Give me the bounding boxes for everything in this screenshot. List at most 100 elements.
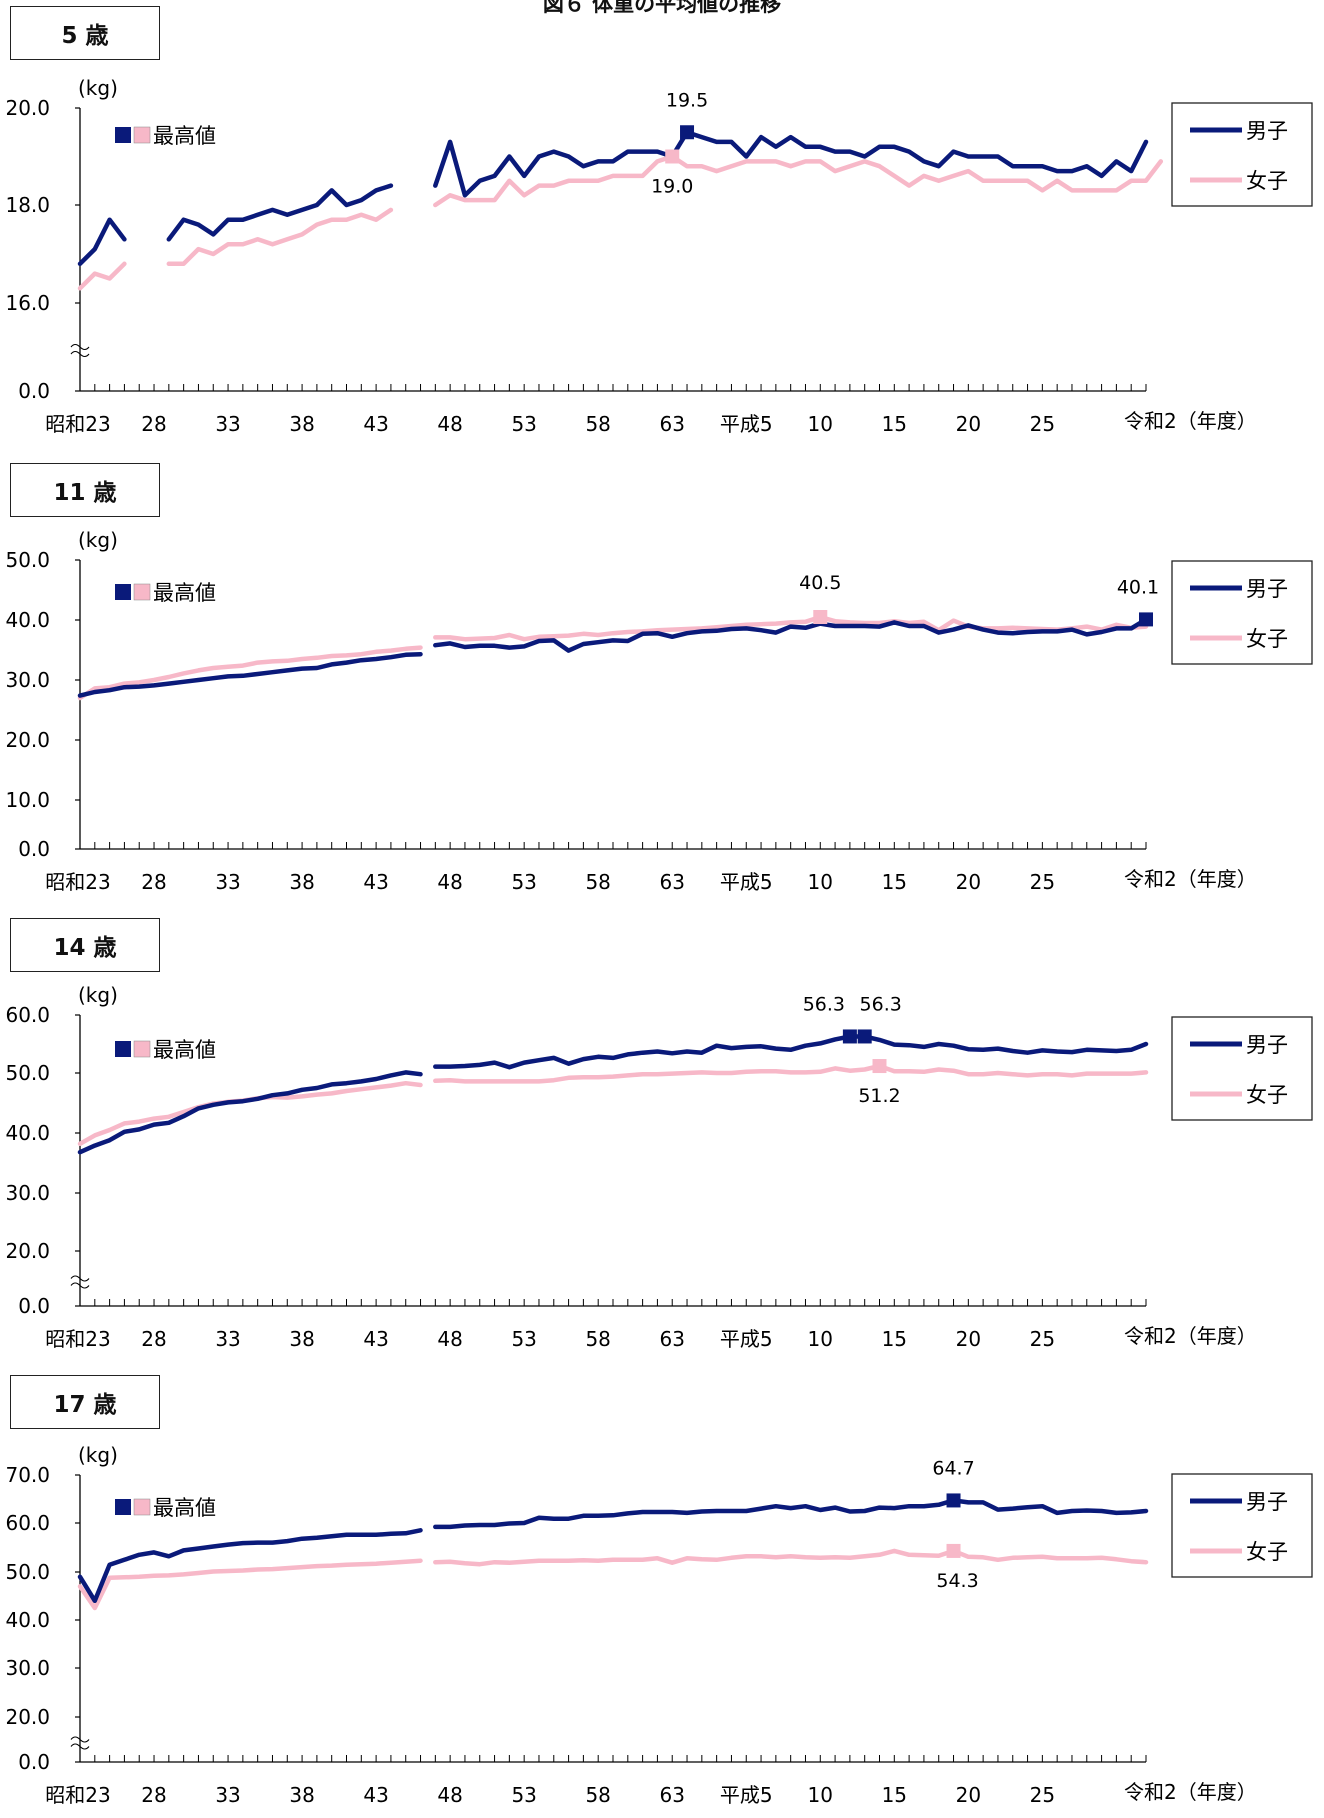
max-marker-boys: [680, 125, 695, 140]
y-tick-label: 50.0: [5, 1061, 50, 1085]
legend-box: [1171, 560, 1313, 665]
x-tick-label: 15: [882, 1327, 907, 1351]
x-tick-label: 令和2（年度）: [1124, 867, 1257, 891]
chart-panel: 60.0 50.0 40.0 30.0 20.0 0.0 (kg) 昭和23 28 33 38 43 4…: [5, 983, 1313, 1351]
x-tick-label: 20: [956, 1783, 981, 1807]
max-value-label: 51.2: [858, 1085, 900, 1107]
legend-label-girls: 女子: [1246, 627, 1288, 651]
series-line-boys: [77, 217, 127, 267]
y-tick-label: 60.0: [5, 1511, 50, 1535]
legend-label-girls: 女子: [1246, 1540, 1288, 1564]
max-value-label: 56.3: [860, 993, 902, 1015]
y-tick-label: 40.0: [5, 608, 50, 632]
y-tick-label: 20.0: [5, 728, 50, 752]
x-tick-label: 33: [215, 1327, 240, 1351]
x-tick-label: 昭和23: [45, 1783, 110, 1807]
x-tick-label: 53: [511, 412, 536, 436]
x-tick-label: 20: [956, 870, 981, 894]
y-tick-label: 20.0: [5, 1239, 50, 1263]
y-tick-label: 50.0: [5, 1560, 50, 1584]
x-tick-label: 38: [289, 870, 314, 894]
x-tick-label: 43: [363, 1327, 388, 1351]
series-line-boys: [77, 1528, 423, 1604]
x-tick-label: 令和2（年度）: [1124, 1780, 1257, 1804]
x-tick-label: 令和2（年度）: [1124, 1324, 1257, 1348]
x-tick-label: 33: [215, 412, 240, 436]
x-tick-label: 63: [659, 1327, 684, 1351]
legend-max-marker-boys: [115, 584, 131, 600]
figure-title: 図６ 体重の平均値の推移: [542, 0, 782, 16]
y-tick-label: 20.0: [5, 1705, 50, 1729]
x-tick-label: 20: [956, 1327, 981, 1351]
x-tick-label: 10: [808, 870, 833, 894]
legend-max-label: 最高値: [153, 124, 216, 148]
series-line-girls: [433, 154, 1164, 208]
x-tick-label: 38: [289, 1327, 314, 1351]
x-tick-label: 25: [1030, 870, 1055, 894]
legend-max-marker-boys: [115, 127, 131, 143]
series-line-boys: [77, 1070, 423, 1155]
x-tick-label: 28: [141, 1327, 166, 1351]
x-tick-label: 38: [289, 1783, 314, 1807]
x-tick-label: 10: [808, 1327, 833, 1351]
axis-break-mark: [70, 1736, 90, 1750]
max-value-label: 19.5: [666, 89, 708, 111]
legend-box: [1171, 1473, 1313, 1578]
series-line-boys: [166, 183, 394, 242]
series-line-boys: [433, 1498, 1149, 1530]
series-line-girls: [77, 261, 127, 291]
y-tick-label: 10.0: [5, 788, 50, 812]
x-tick-label: 58: [585, 1783, 610, 1807]
series-line-girls: [77, 1080, 423, 1147]
x-tick-label: 28: [141, 870, 166, 894]
series-line-boys: [433, 617, 1149, 653]
legend-label-girls: 女子: [1246, 169, 1288, 193]
x-tick-label: 63: [659, 870, 684, 894]
series-line-girls: [433, 614, 1149, 642]
x-tick-label: 平成5: [720, 1327, 773, 1351]
chart-panel: 70.0 60.0 50.0 40.0 30.0 20.0 0.0 (kg) 昭和23 28 33 3…: [5, 1443, 1313, 1807]
x-tick-label: 昭和23: [45, 870, 110, 894]
x-tick-label: 15: [882, 1783, 907, 1807]
x-tick-label: 53: [511, 1783, 536, 1807]
legend-max-marker-boys: [115, 1499, 131, 1515]
x-tick-label: 25: [1030, 1783, 1055, 1807]
series-line-girls: [433, 1548, 1149, 1567]
x-tick-label: 20: [956, 412, 981, 436]
x-tick-label: 48: [437, 1327, 462, 1351]
panel-age-label: 17 歳: [10, 1375, 160, 1429]
legend-max-marker-girls: [133, 1040, 151, 1058]
x-tick-label: 28: [141, 412, 166, 436]
legend-max-label: 最高値: [153, 581, 216, 605]
axis-break-mark: [70, 1275, 90, 1289]
x-tick-label: 53: [511, 870, 536, 894]
series-line-girls: [77, 1558, 423, 1611]
y-tick-label: 30.0: [5, 668, 50, 692]
series-line-girls: [433, 1063, 1149, 1084]
legend-max-marker-girls: [133, 1498, 151, 1516]
y-tick-label: 0.0: [18, 379, 50, 403]
panel-age-label: 14 歳: [10, 918, 160, 972]
chart-panel: 20.0 18.0 16.0 0.0 (kg) 昭和23 28 33 38 43 48 53 58 63 平…: [5, 76, 1313, 436]
panel-age-label: 11 歳: [10, 463, 160, 517]
x-tick-label: 48: [437, 870, 462, 894]
max-marker-boys: [857, 1029, 872, 1044]
legend-label-boys: 男子: [1246, 577, 1288, 601]
x-tick-label: 58: [585, 1327, 610, 1351]
x-tick-label: 48: [437, 412, 462, 436]
x-tick-label: 48: [437, 1783, 462, 1807]
max-marker-girls: [872, 1059, 887, 1074]
max-value-label: 56.3: [803, 993, 845, 1015]
y-tick-label: 40.0: [5, 1608, 50, 1632]
chart-panel: 50.0 40.0 30.0 20.0 10.0 0.0 (kg) 昭和23 28 33 38 43 4…: [5, 528, 1313, 894]
x-tick-label: 63: [659, 1783, 684, 1807]
legend-label-boys: 男子: [1246, 1490, 1288, 1514]
max-marker-girls: [946, 1543, 961, 1558]
y-tick-label: 0.0: [18, 1294, 50, 1318]
series-line-boys: [433, 1034, 1149, 1070]
x-tick-label: 43: [363, 412, 388, 436]
y-axis-unit-label: (kg): [78, 983, 118, 1007]
